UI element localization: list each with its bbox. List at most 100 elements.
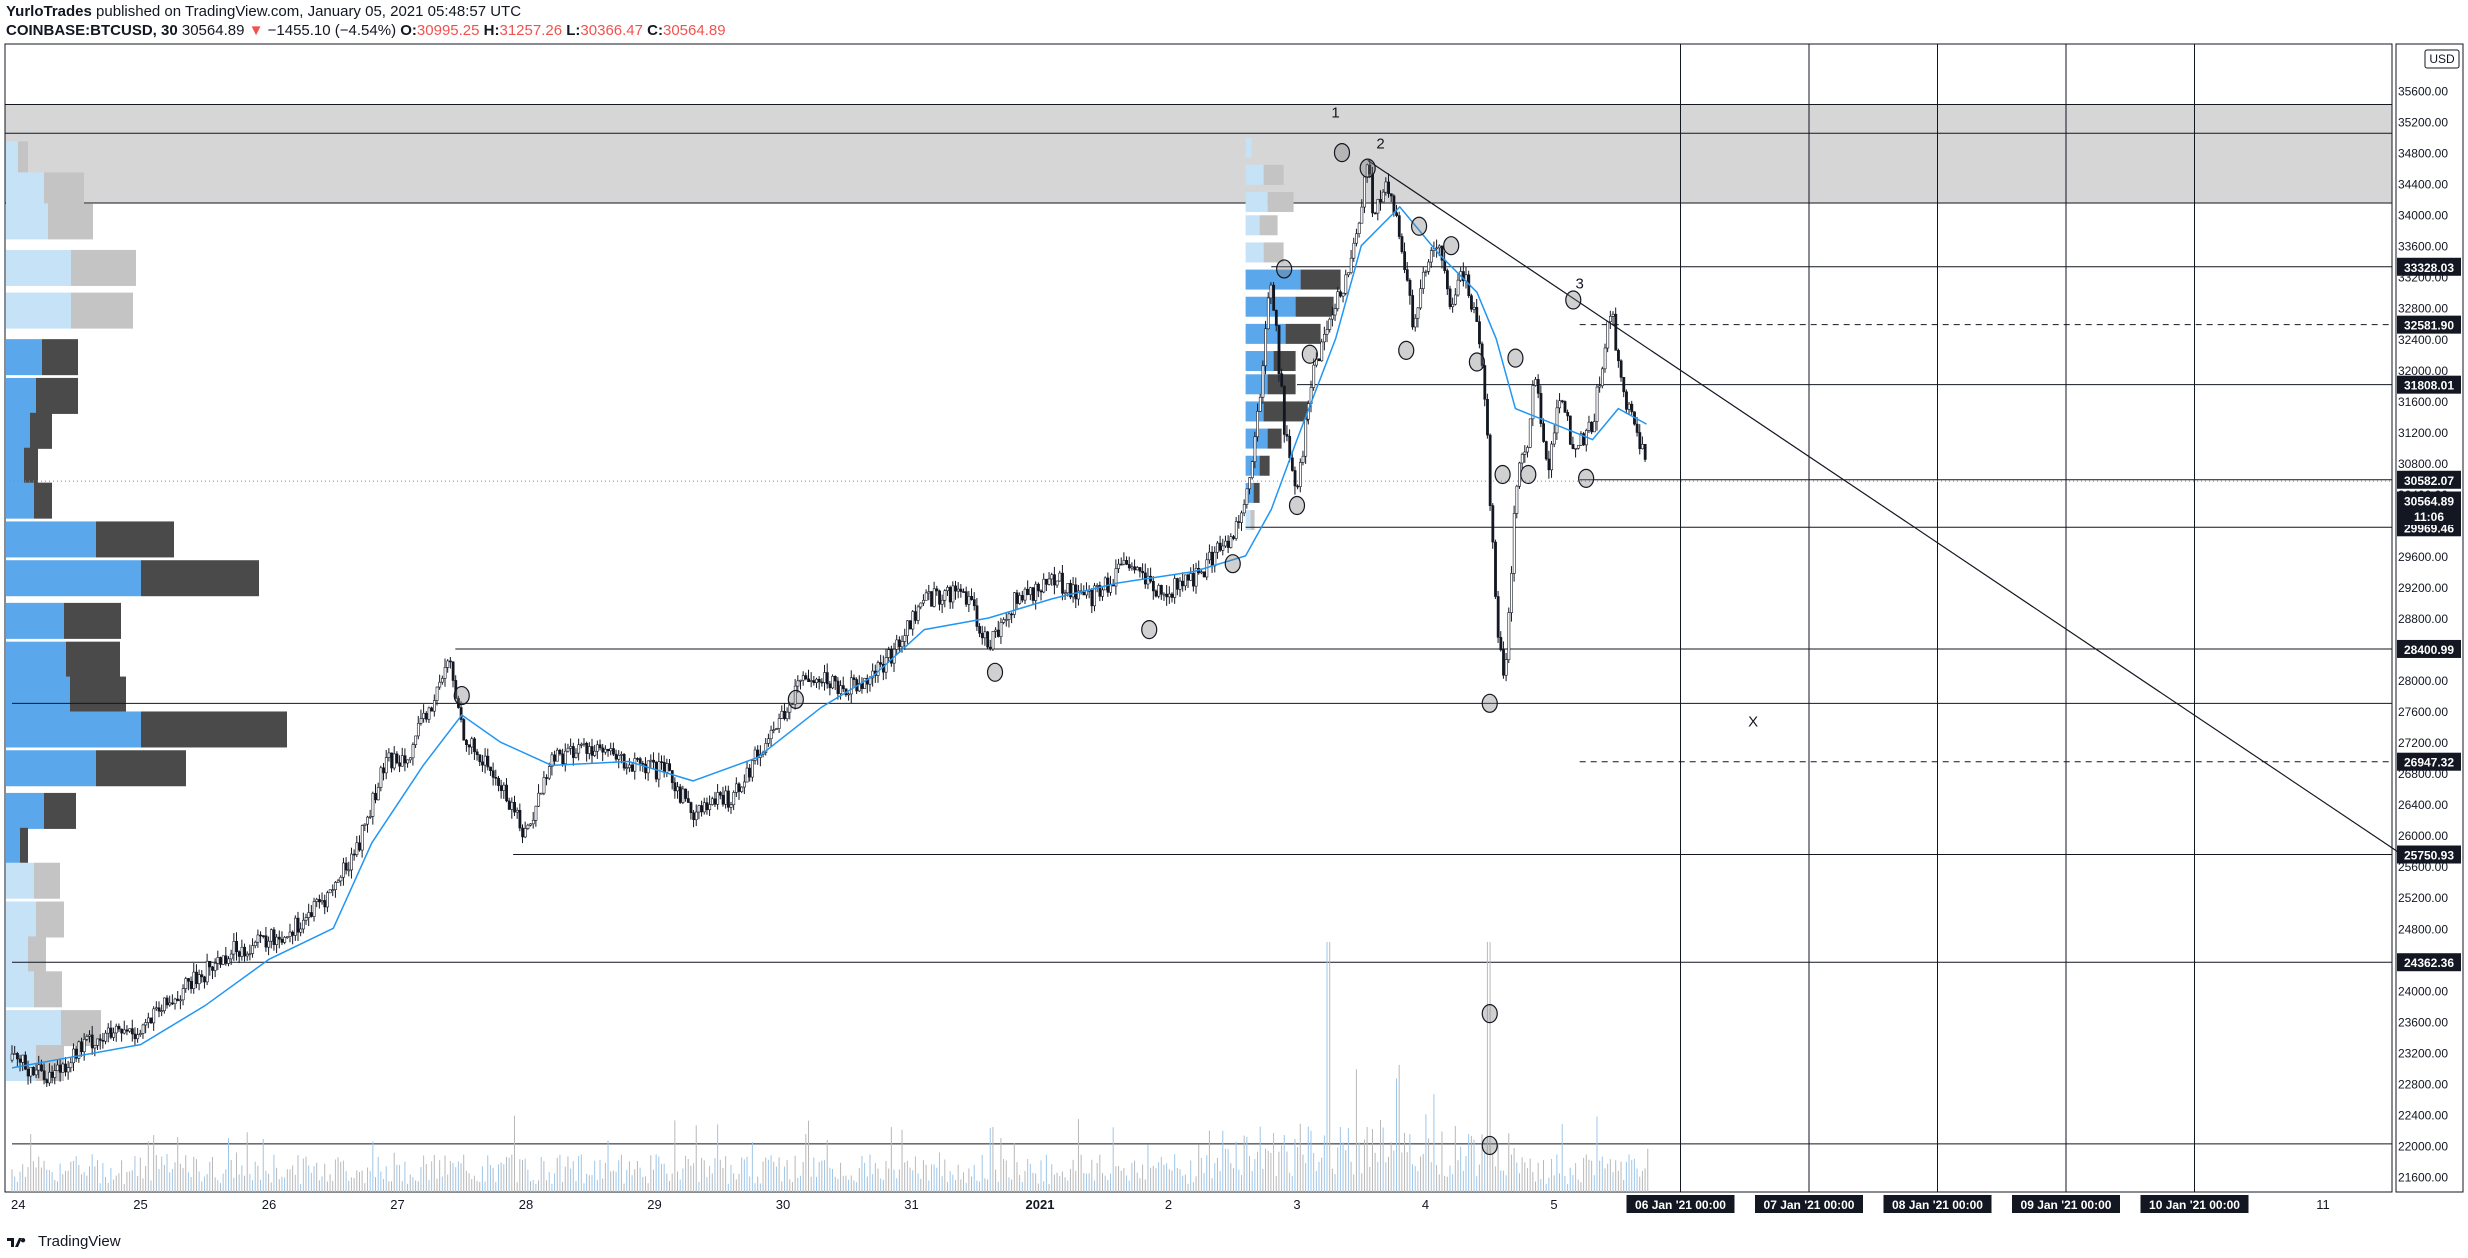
vp-mid-down-bar	[1263, 401, 1309, 422]
candle-down	[1491, 505, 1495, 543]
candle-up	[419, 718, 423, 724]
time-tick-label: 25	[133, 1197, 147, 1212]
pivot-circle	[1333, 142, 1351, 163]
candle-up	[555, 749, 559, 762]
price-tick-label: 22800.00	[2398, 1077, 2448, 1091]
vp-left-down-bar	[28, 936, 46, 973]
candle-up	[1357, 222, 1361, 235]
vp-left-down-bar	[42, 339, 78, 376]
candle-down	[737, 783, 741, 792]
candle-down	[954, 585, 957, 592]
candle-up	[735, 783, 738, 793]
candle-down	[507, 800, 511, 810]
candle-up	[772, 729, 776, 731]
candle-down	[700, 805, 704, 813]
candle-up	[331, 889, 335, 891]
symbol-label[interactable]: COINBASE:BTCUSD, 30	[6, 22, 178, 39]
price-level-tag: 28400.99	[2404, 643, 2454, 657]
candle-down	[1039, 590, 1043, 593]
candle-up	[588, 746, 591, 754]
candle-down	[491, 770, 495, 778]
candle-up	[1344, 274, 1348, 294]
price-tick-label: 23600.00	[2398, 1015, 2448, 1029]
price-level-tag: 33328.03	[2404, 261, 2454, 275]
candle-up	[847, 693, 851, 696]
candle-up	[1208, 551, 1211, 561]
vp-mid-down-bar	[1300, 269, 1341, 290]
candle-up	[702, 802, 706, 813]
candle-up	[566, 747, 570, 752]
candle-down	[986, 631, 990, 648]
candle-down	[219, 957, 222, 965]
vp-left-up-bar	[6, 711, 141, 748]
open-value: 30995.25	[416, 22, 480, 39]
pivot-circle	[1565, 290, 1582, 310]
vp-left-up-bar	[6, 827, 20, 864]
candle-down	[590, 746, 594, 756]
candle-up	[745, 767, 749, 783]
open-label: O:	[400, 22, 417, 39]
price-level-tag: 26947.32	[2404, 756, 2454, 770]
candle-up	[916, 606, 920, 621]
vp-mid-up-bar	[1245, 192, 1268, 213]
time-tick-label: 4	[1422, 1197, 1429, 1212]
candle-up	[387, 752, 391, 758]
candle-up	[906, 620, 909, 636]
pivot-circle	[1276, 259, 1293, 279]
candle-up	[302, 919, 305, 930]
price-tick-label: 22400.00	[2398, 1108, 2448, 1122]
time-tick-label: 26	[262, 1197, 276, 1212]
vp-mid-up-bar	[1245, 242, 1264, 263]
candle-up	[414, 735, 418, 745]
candle-up	[443, 667, 447, 679]
candle-up	[542, 777, 546, 794]
candle-up	[240, 946, 244, 957]
candle-down	[1630, 403, 1634, 413]
price-tick-label: 34400.00	[2398, 178, 2448, 192]
candle-up	[1531, 385, 1535, 420]
candle-down	[748, 767, 752, 778]
candle-down	[26, 1068, 30, 1077]
candle-down	[1478, 321, 1481, 345]
price-tick-label: 22000.00	[2398, 1139, 2448, 1153]
candle-down	[1074, 584, 1078, 600]
pivot-circles	[453, 142, 1595, 1156]
candle-down	[489, 766, 492, 772]
candle-down	[449, 660, 452, 663]
time-tick-label: 24	[11, 1197, 25, 1212]
candle-down	[1563, 401, 1567, 413]
candle-up	[1427, 261, 1431, 272]
candle-down	[820, 681, 824, 684]
candle-up	[299, 928, 303, 933]
candle-up	[160, 1010, 164, 1013]
candle-up	[900, 641, 904, 648]
price-level-tag-bg	[2397, 470, 2461, 489]
author-name[interactable]: YurloTrades	[6, 3, 92, 20]
candle-down	[200, 974, 204, 978]
price-tick-label: 25200.00	[2398, 891, 2448, 905]
candle-up	[422, 712, 426, 719]
candle-down	[1547, 458, 1551, 471]
vp-left-down-bar	[18, 141, 28, 178]
time-tick-label: 29	[647, 1197, 661, 1212]
candle-down	[323, 900, 327, 908]
candle-up	[1023, 588, 1027, 601]
time-tick-label: 31	[904, 1197, 918, 1212]
candle-down	[606, 748, 610, 752]
price-level-labels: 33328.0332581.9031808.0130582.0729969.46…	[2397, 257, 2461, 972]
last-price-value: 30564.89	[181, 22, 245, 39]
candle-down	[689, 802, 693, 814]
candle-down	[478, 754, 482, 763]
candle-up	[350, 853, 353, 871]
candle-down	[1288, 436, 1292, 459]
candle-down	[1061, 572, 1064, 594]
future-time-tag: 08 Jan '21 00:00	[1892, 1198, 1983, 1212]
vp-left-down-bar	[44, 172, 84, 209]
vp-left-down-bar	[44, 792, 76, 829]
candle-down	[382, 767, 386, 774]
candle-up	[593, 750, 597, 756]
candle-down	[424, 712, 428, 720]
pivot-circle	[1494, 464, 1511, 485]
countdown-tag-bg	[2397, 507, 2461, 526]
